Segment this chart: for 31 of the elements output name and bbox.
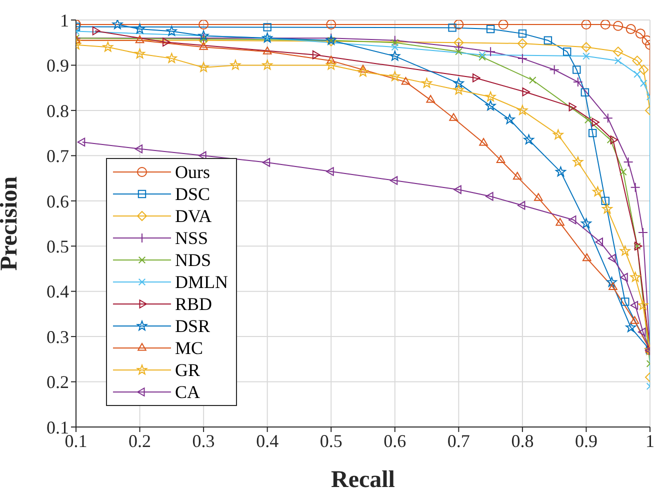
legend-label: DSR [175,316,210,336]
y-axis-title: Precision [0,176,23,271]
y-tick-label: 0.8 [46,100,69,121]
legend-label: RBD [175,294,212,314]
y-tick-label: 0.4 [46,282,69,302]
y-tick-label: 0.2 [46,372,69,392]
x-tick-label: 1 [646,430,654,451]
legend-label: DSC [175,184,210,204]
y-tick-label: 0.9 [46,56,69,76]
legend-label: DVA [175,206,212,226]
legend-label: NSS [175,228,208,248]
y-tick-label: 0.5 [46,236,69,256]
x-tick-label: 0.2 [128,430,152,451]
x-axis-title: Recall [331,467,396,489]
y-tick-label: 0.6 [46,191,69,212]
x-tick-label: 0.3 [192,430,215,451]
x-tick-label: 0.7 [447,430,470,451]
legend-label: NDS [175,250,212,270]
y-tick-label: 0.7 [46,146,69,166]
y-tick-label: 1 [60,10,69,30]
x-tick-label: 0.6 [384,430,406,451]
legend-label: Ours [175,162,210,182]
y-tick-label: 0.3 [46,326,69,347]
legend-label: DMLN [175,272,228,292]
x-tick-label: 0.4 [256,430,279,451]
x-tick-label: 0.5 [320,430,342,451]
x-tick-label: 0.8 [511,430,534,451]
legend-label: MC [175,338,204,358]
legend-label: CA [175,382,200,402]
x-tick-label: 0.9 [574,430,598,451]
legend-label: GR [175,360,200,380]
